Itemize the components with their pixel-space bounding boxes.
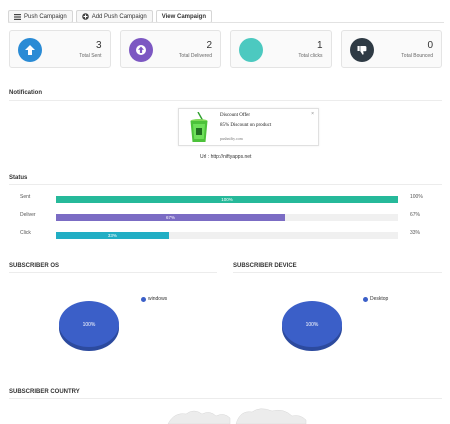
section-divider: [9, 184, 442, 185]
status-row-deliver: Deliver 67% 67%: [20, 212, 442, 224]
progress-fill: 33%: [56, 232, 169, 239]
url-value: http://niftyapps.net: [210, 154, 252, 160]
device-pie-chart: 100%: [282, 301, 342, 351]
status-row-sent: Sent 100% 100%: [20, 194, 442, 206]
arrow-up-icon: [18, 38, 42, 62]
pie-slice-label: 100%: [83, 322, 96, 328]
close-icon[interactable]: ×: [311, 111, 314, 117]
status-name: Deliver: [20, 212, 36, 218]
os-pie-chart: 100%: [59, 301, 119, 351]
stat-value: 0: [427, 40, 433, 51]
section-title-subscriber-country: SUBSCRIBER COUNTRY: [9, 389, 80, 395]
legend-item: windows: [141, 296, 167, 302]
section-title-status: Status: [9, 175, 28, 181]
stat-value: 3: [95, 40, 102, 51]
stat-card-delivered: 2 Total Delivered: [119, 30, 221, 68]
stat-card-clicks: 1 Total clicks: [230, 30, 332, 68]
plus-circle-icon: [81, 13, 89, 20]
clicks-icon: [239, 38, 263, 62]
status-percent: 100%: [410, 194, 423, 200]
section-title-subscriber-os: SUBSCRIBER OS: [9, 263, 60, 269]
status-name: Sent: [20, 194, 31, 200]
legend-item: Desktop: [363, 296, 388, 302]
legend-label: windows: [148, 296, 168, 302]
section-divider: [9, 100, 442, 101]
section-divider: [9, 272, 217, 273]
pie-slice: [282, 301, 342, 347]
status-row-click: Click 33% 33%: [20, 230, 442, 242]
stat-value: 1: [316, 40, 323, 51]
world-map: [167, 408, 307, 424]
stat-label: Total clicks: [298, 53, 323, 59]
pie-slice-label: 100%: [306, 322, 319, 328]
legend-label: Desktop: [370, 296, 389, 302]
progress-track: 100%: [56, 196, 398, 203]
stat-label: Total Bounced: [401, 53, 433, 59]
section-title-notification: Notification: [9, 90, 42, 96]
status-percent: 67%: [410, 212, 421, 218]
stat-label: Total Sent: [79, 53, 102, 59]
progress-fill: 67%: [56, 214, 286, 221]
tab-divider: [8, 22, 444, 23]
url-label: Url :: [200, 154, 210, 160]
progress-track: 33%: [56, 232, 398, 239]
arrow-up-circle-icon: [128, 38, 153, 62]
notification-message: 85% Discount on product: [220, 123, 272, 128]
legend-swatch: [363, 296, 368, 302]
notification-title: Discount Offer: [220, 113, 251, 118]
pie-slice: [59, 301, 119, 347]
stat-card-bounced: 0 Total Bounced: [340, 30, 442, 68]
section-divider: [9, 398, 442, 399]
status-name: Click: [20, 230, 31, 236]
tab-label: Push Campaign: [24, 13, 67, 20]
status-percent: 33%: [410, 230, 421, 236]
notification-preview: Discount Offer 85% Discount on product p…: [178, 108, 319, 146]
notification-url: Url : http://niftyapps.net: [200, 154, 251, 160]
tab-label: Add Push Campaign: [91, 13, 147, 20]
stat-value: 2: [206, 40, 212, 51]
section-title-subscriber-device: SUBSCRIBER DEVICE: [233, 263, 297, 269]
legend-swatch: [141, 296, 146, 302]
product-cup-image: [185, 111, 213, 144]
stat-cards: 3 Total Sent 2 Total Delivered 1 Total c…: [9, 30, 442, 68]
stat-label: Total Delivered: [178, 53, 212, 59]
progress-track: 67%: [56, 214, 398, 221]
thumbs-down-icon: [349, 38, 374, 62]
progress-fill: 100%: [56, 196, 398, 203]
notification-domain: pushnifty.com: [220, 136, 243, 141]
stat-card-sent: 3 Total Sent: [9, 30, 111, 68]
section-divider: [233, 272, 442, 273]
tab-label: View Campaign: [161, 13, 206, 20]
list-icon: [14, 13, 21, 20]
